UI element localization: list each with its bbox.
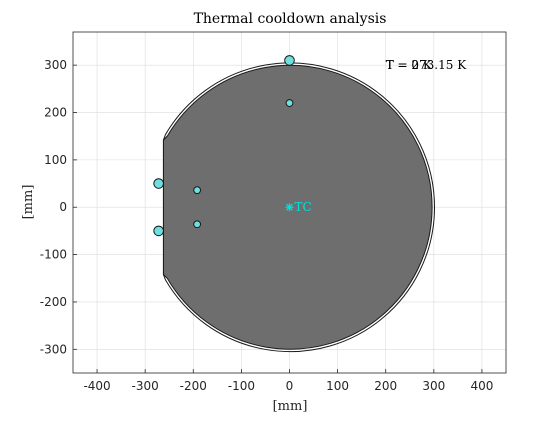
sensor-marker-small — [193, 220, 202, 229]
plate-outer-outline — [162, 62, 436, 353]
ticks-layer: -400 -300 -200 -100 0 100 200 300 400 -300 -200 -10… — [40, 58, 494, 393]
annotation-t273: T = 273.15 K — [386, 58, 467, 72]
plate-body — [162, 64, 433, 350]
x-axis-label: [mm] — [273, 399, 308, 414]
sensor-marker-large — [153, 225, 164, 237]
tc-marker — [285, 203, 294, 212]
temperature-annotations: T = 0 K T = 273.15 K — [386, 58, 467, 72]
x-tick-label: -100 — [228, 379, 255, 393]
x-tick-label: 400 — [470, 379, 493, 393]
y-tick-label: -100 — [40, 248, 67, 262]
x-tick-label: 100 — [326, 379, 349, 393]
axes-box — [72, 31, 507, 374]
chart-title: Thermal cooldown analysis — [194, 11, 387, 27]
sensor-marker-small — [193, 186, 202, 195]
annotation-t0: T = 0 K — [386, 58, 433, 72]
x-tick-label: -300 — [132, 379, 159, 393]
plate-layer — [162, 62, 436, 353]
sensor-marker-large — [284, 55, 295, 66]
y-tick-label: 0 — [59, 200, 67, 214]
y-tick-label: 300 — [44, 58, 67, 72]
y-tick-label: -200 — [40, 295, 67, 309]
x-tick-label: 300 — [422, 379, 445, 393]
markers-layer — [153, 55, 295, 237]
x-tick-label: -400 — [83, 379, 110, 393]
x-tick-label: 0 — [286, 379, 294, 393]
sensor-marker-large — [153, 178, 164, 189]
sensor-marker-small — [285, 99, 294, 107]
y-tick-label: 200 — [44, 106, 67, 120]
tc-marker-stroke — [286, 203, 293, 211]
x-tick-label: -200 — [180, 379, 207, 393]
x-tick-label: 200 — [374, 379, 397, 393]
y-tick-label: -300 — [40, 342, 67, 356]
tc-label: TC — [295, 200, 312, 214]
y-axis-label: [mm] — [21, 185, 36, 220]
y-tick-label: 100 — [44, 153, 67, 167]
